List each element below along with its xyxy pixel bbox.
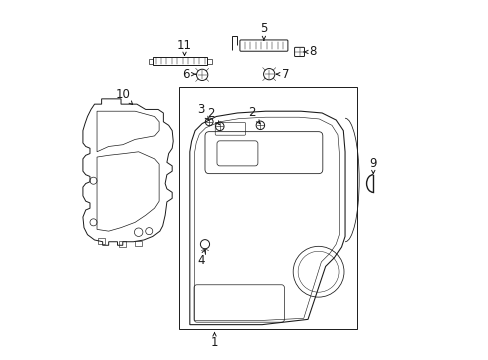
Bar	[148, 59, 152, 64]
Text: 2: 2	[247, 107, 260, 124]
Text: 4: 4	[197, 250, 205, 267]
Text: 3: 3	[196, 103, 208, 120]
Text: 5: 5	[260, 22, 267, 40]
Bar	[152, 57, 207, 65]
Text: 2: 2	[207, 107, 219, 125]
Text: 10: 10	[115, 88, 132, 104]
Bar	[207, 59, 211, 64]
Text: 11: 11	[177, 39, 192, 55]
Bar	[179, 87, 357, 329]
Text: 1: 1	[210, 333, 218, 349]
Text: 6: 6	[182, 68, 195, 81]
Bar	[135, 241, 142, 246]
Bar	[98, 238, 105, 243]
Text: 8: 8	[304, 45, 316, 58]
Bar	[119, 242, 126, 247]
Text: 9: 9	[369, 157, 376, 174]
Text: 7: 7	[276, 68, 289, 81]
